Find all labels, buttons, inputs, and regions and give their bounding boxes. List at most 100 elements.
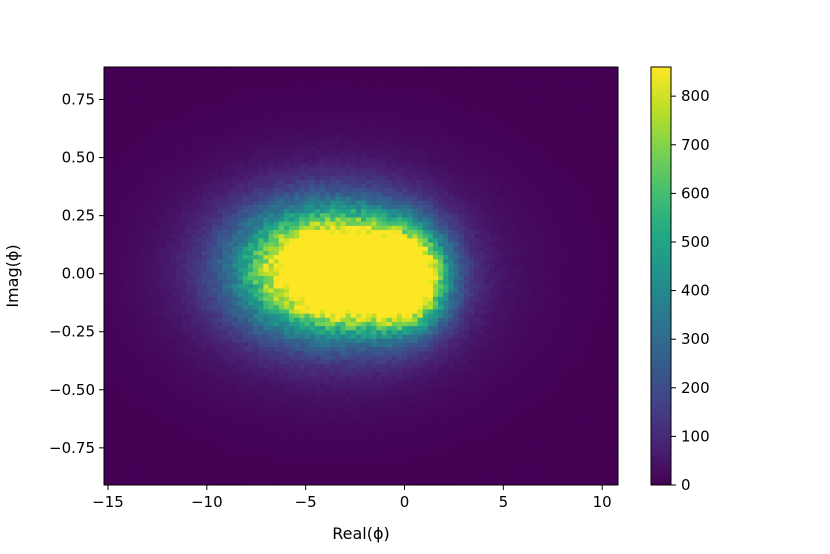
heatmap-cell: [217, 171, 223, 177]
heatmap-cell: [504, 238, 511, 243]
heatmap-cell: [170, 129, 177, 135]
heatmap-cell: [463, 79, 470, 85]
heatmap-cell: [546, 213, 552, 218]
heatmap-cell: [499, 209, 506, 214]
heatmap-cell: [268, 112, 275, 118]
heatmap-cell: [551, 158, 557, 164]
heatmap-cell: [438, 263, 444, 269]
heatmap-cell: [376, 112, 382, 118]
heatmap-cell: [391, 200, 398, 206]
heatmap-cell: [417, 271, 424, 277]
heatmap-cell: [453, 196, 460, 202]
heatmap-cell: [597, 267, 603, 273]
heatmap-cell: [396, 196, 403, 202]
heatmap-cell: [319, 200, 326, 206]
heatmap-cell: [474, 221, 480, 227]
heatmap-cell: [196, 158, 203, 164]
heatmap-cell: [386, 238, 393, 243]
heatmap-cell: [201, 234, 208, 239]
heatmap-cell: [361, 125, 367, 131]
heatmap-cell: [582, 138, 588, 143]
heatmap-cell: [134, 255, 141, 260]
heatmap-cell: [222, 112, 228, 118]
heatmap-cell: [371, 200, 377, 206]
heatmap-cell: [556, 196, 562, 202]
heatmap-cell: [350, 117, 357, 122]
heatmap-cell: [402, 225, 408, 231]
heatmap-cell: [304, 230, 310, 235]
heatmap-cell: [535, 158, 542, 164]
heatmap-cell: [124, 175, 131, 181]
heatmap-cell: [371, 150, 377, 156]
heatmap-cell: [109, 225, 115, 231]
heatmap-cell: [119, 196, 125, 202]
heatmap-cell: [520, 138, 526, 143]
heatmap-cell: [114, 255, 120, 260]
heatmap-cell: [319, 154, 326, 160]
heatmap-cell: [515, 192, 521, 197]
heatmap-cell: [201, 238, 208, 243]
heatmap-cell: [299, 213, 305, 218]
heatmap-cell: [530, 217, 537, 223]
heatmap-cell: [289, 146, 295, 151]
heatmap-cell: [191, 117, 197, 122]
heatmap-cell: [196, 230, 203, 235]
heatmap-cell: [335, 213, 341, 218]
heatmap-cell: [556, 92, 562, 97]
heatmap-cell: [294, 87, 300, 93]
heatmap-cell: [417, 230, 424, 235]
heatmap-cell: [381, 271, 388, 277]
heatmap-cell: [155, 225, 161, 231]
heatmap-cell: [427, 142, 434, 147]
heatmap-cell: [417, 121, 424, 126]
heatmap-cell: [407, 225, 413, 231]
heatmap-cell: [175, 142, 182, 147]
heatmap-cell: [587, 179, 593, 185]
heatmap-cell: [155, 108, 161, 114]
heatmap-cell: [366, 96, 372, 101]
heatmap-cell: [412, 121, 418, 126]
heatmap-cell: [402, 150, 408, 156]
heatmap-cell: [530, 67, 537, 72]
heatmap-cell: [607, 75, 614, 80]
heatmap-cell: [546, 204, 552, 210]
heatmap-cell: [319, 171, 326, 177]
heatmap-cell: [525, 271, 532, 277]
heatmap-cell: [587, 96, 593, 101]
heatmap-cell: [561, 100, 567, 106]
heatmap-cell: [139, 112, 146, 118]
heatmap-cell: [432, 171, 439, 177]
heatmap-cell: [242, 92, 249, 97]
heatmap-cell: [396, 112, 403, 118]
heatmap-cell: [510, 171, 516, 177]
heatmap-cell: [602, 246, 609, 252]
heatmap-cell: [104, 213, 110, 218]
heatmap-cell: [402, 204, 408, 210]
heatmap-cell: [463, 163, 470, 168]
heatmap-cell: [139, 221, 146, 227]
heatmap-cell: [504, 104, 511, 110]
heatmap-cell: [232, 108, 239, 114]
heatmap-cell: [273, 154, 280, 160]
heatmap-cell: [427, 104, 434, 110]
heatmap-cell: [540, 263, 547, 269]
heatmap-cell: [540, 238, 547, 243]
heatmap-cell: [304, 171, 310, 177]
heatmap-cell: [371, 112, 377, 118]
heatmap-cell: [139, 250, 146, 256]
heatmap-cell: [355, 246, 362, 252]
heatmap-cell: [165, 192, 172, 197]
heatmap-cell: [325, 87, 331, 93]
heatmap-cell: [546, 179, 552, 185]
heatmap-cell: [582, 213, 588, 218]
heatmap-cell: [386, 67, 393, 72]
heatmap-cell: [556, 217, 562, 223]
heatmap-cell: [211, 196, 218, 202]
heatmap-cell: [582, 133, 588, 139]
heatmap-cell: [191, 121, 197, 126]
heatmap-cell: [345, 171, 352, 177]
heatmap-cell: [263, 75, 269, 80]
heatmap-cell: [242, 125, 249, 131]
heatmap-cell: [468, 171, 475, 177]
heatmap-cell: [242, 158, 249, 164]
